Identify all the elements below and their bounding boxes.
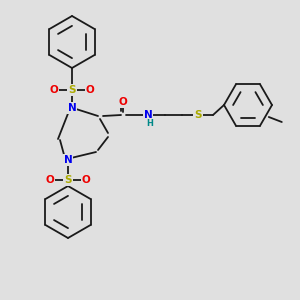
Text: O: O (82, 175, 90, 185)
Text: O: O (85, 85, 94, 95)
Text: H: H (147, 119, 153, 128)
Text: S: S (68, 85, 76, 95)
Text: S: S (64, 175, 72, 185)
Text: O: O (50, 85, 58, 95)
Text: S: S (194, 110, 202, 120)
Text: O: O (46, 175, 54, 185)
Text: N: N (68, 103, 76, 113)
Text: N: N (64, 155, 72, 165)
Text: O: O (118, 97, 127, 107)
Text: N: N (144, 110, 152, 120)
